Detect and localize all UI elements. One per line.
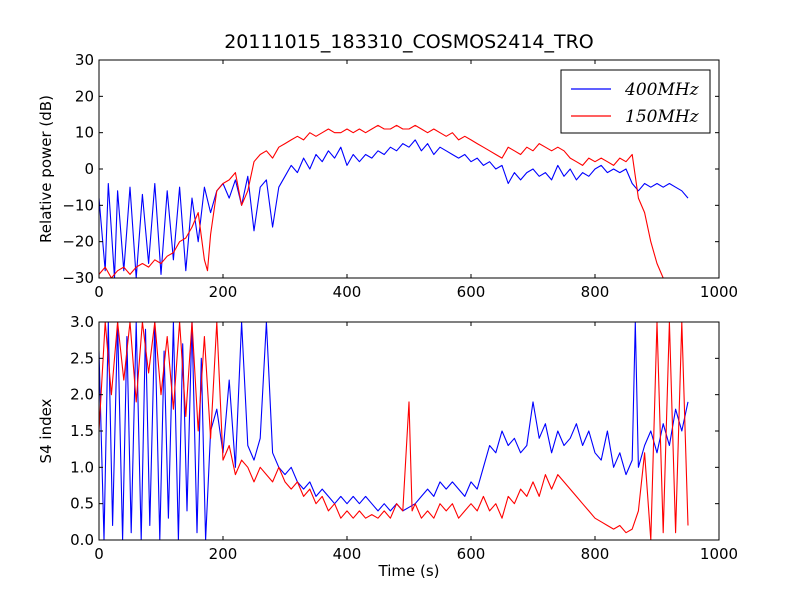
legend-label-150mhz: 150MHz	[625, 107, 700, 127]
x-tick-label: 1000	[700, 283, 738, 301]
y-tick-label: 1.5	[70, 422, 94, 440]
y-axis-label: S4 index	[37, 398, 55, 463]
top-panel-power: 0 200 400 600 800 1000 −30 −20 −10 0 10 20 30 Relativ…	[37, 51, 738, 301]
x-tick-label: 600	[457, 283, 486, 301]
x-tick-label: 1000	[700, 545, 738, 563]
y-tick-label: 3.0	[70, 313, 94, 331]
y-tick-label: 0.0	[70, 531, 94, 549]
series-line-400mhz-panel-1	[99, 139, 689, 278]
chart-title: 20111015_183310_COSMOS2414_TRO	[224, 31, 594, 53]
y-tick-label: 10	[75, 124, 94, 142]
x-tick-label: 200	[209, 545, 238, 563]
series-line-400mhz-panel-2	[99, 322, 689, 540]
x-tick-label: 400	[333, 545, 362, 563]
y-tick-label: 20	[75, 87, 94, 105]
series-line-150mhz-panel-1	[99, 124, 688, 278]
y-tick-label: 1.0	[70, 458, 94, 476]
x-tick-label: 0	[94, 545, 104, 563]
x-tick-label: 800	[581, 283, 610, 301]
y-tick-label: 0.5	[70, 495, 94, 513]
x-tick-label: 400	[333, 283, 362, 301]
y-tick-label: −30	[62, 269, 94, 287]
y-tick-label: 30	[75, 51, 94, 69]
y-tick-label: 0	[84, 160, 94, 178]
x-tick-label: 800	[581, 545, 610, 563]
y-tick-label: −20	[62, 233, 94, 251]
series-line-150mhz-panel-2	[99, 322, 689, 540]
y-tick-label: 2.5	[70, 349, 94, 367]
y-axis-label: Relative power (dB)	[37, 95, 55, 243]
x-tick-label: 200	[209, 283, 238, 301]
x-axis-label: Time (s)	[378, 562, 440, 580]
x-tick-label: 0	[94, 283, 104, 301]
x-tick-label: 600	[457, 545, 486, 563]
legend: 400MHz 150MHz	[560, 69, 711, 134]
bottom-panel-s4: 0 200 400 600 800 1000 0.0 0.5 1.0 1.5 2.0 2.5 3.0 S4…	[37, 313, 738, 580]
y-tick-label: −10	[62, 196, 94, 214]
legend-label-400mhz: 400MHz	[624, 80, 700, 100]
y-tick-label: 2.0	[70, 386, 94, 404]
